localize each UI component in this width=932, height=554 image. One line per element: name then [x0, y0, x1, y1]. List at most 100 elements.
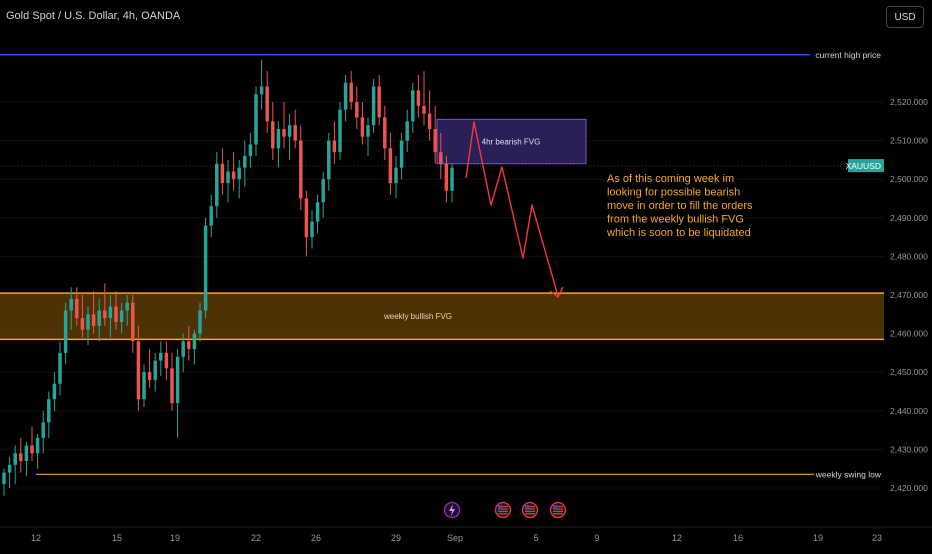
candle[interactable]: [86, 306, 90, 346]
candle[interactable]: [69, 287, 73, 330]
candle[interactable]: [7, 457, 12, 488]
candle[interactable]: [170, 352, 174, 411]
candle[interactable]: [2, 468, 6, 496]
candle[interactable]: [47, 391, 51, 438]
candle[interactable]: [125, 295, 129, 326]
candle[interactable]: [198, 302, 202, 342]
candle[interactable]: [58, 341, 62, 396]
candle[interactable]: [349, 71, 353, 110]
candle[interactable]: [254, 86, 258, 157]
candle[interactable]: [164, 341, 169, 380]
candle[interactable]: [243, 140, 247, 187]
candle[interactable]: [153, 352, 157, 392]
candle[interactable]: [327, 132, 331, 191]
candle[interactable]: [321, 171, 325, 218]
candle[interactable]: [35, 433, 40, 469]
candle[interactable]: [181, 333, 185, 373]
candle[interactable]: [450, 163, 454, 203]
candle[interactable]: [315, 194, 320, 234]
candle[interactable]: [175, 349, 180, 438]
candle[interactable]: [427, 90, 432, 141]
candle[interactable]: [237, 159, 241, 199]
candle[interactable]: [103, 283, 107, 326]
candle[interactable]: [399, 132, 404, 180]
candle[interactable]: [371, 78, 376, 133]
price-axis[interactable]: 2,420.000 2,430.000 2,440.000 2,450.000 2,46…: [884, 0, 932, 528]
candle[interactable]: [203, 217, 208, 319]
candle[interactable]: [293, 109, 297, 149]
currency-button[interactable]: USD: [886, 6, 924, 28]
candle-body: [108, 306, 113, 319]
candle[interactable]: [231, 152, 236, 191]
candle[interactable]: [24, 441, 29, 477]
candle[interactable]: [131, 295, 135, 353]
candle[interactable]: [220, 148, 225, 195]
candle[interactable]: [97, 298, 101, 342]
us-flag-icon[interactable]: [549, 501, 567, 519]
candle-body: [19, 453, 23, 461]
candle[interactable]: [282, 102, 286, 149]
candle[interactable]: [310, 210, 314, 249]
candle[interactable]: [136, 325, 141, 411]
candle[interactable]: [119, 302, 124, 334]
candle[interactable]: [108, 295, 113, 338]
candle[interactable]: [52, 372, 57, 411]
candle[interactable]: [114, 291, 118, 330]
candle[interactable]: [388, 132, 393, 195]
candle[interactable]: [226, 159, 230, 203]
flag-canton: [553, 505, 558, 509]
candle[interactable]: [30, 426, 34, 461]
candle[interactable]: [19, 437, 23, 473]
candle[interactable]: [299, 125, 303, 211]
candle[interactable]: [265, 71, 269, 133]
candle[interactable]: [63, 302, 68, 365]
candle[interactable]: [276, 121, 281, 168]
candle[interactable]: [338, 102, 342, 160]
candle[interactable]: [411, 82, 415, 133]
candle[interactable]: [422, 71, 426, 126]
time-axis[interactable]: 12 15 19 22 26 29 Sep 5 9 12 16 19 23: [0, 526, 932, 543]
us-flag-icon[interactable]: [521, 501, 539, 519]
candle[interactable]: [248, 132, 253, 168]
candle[interactable]: [192, 329, 197, 365]
candle-body: [416, 90, 421, 106]
candle[interactable]: [377, 74, 381, 126]
candle[interactable]: [75, 287, 79, 326]
candle[interactable]: [159, 341, 163, 377]
candle[interactable]: [187, 325, 191, 361]
candle[interactable]: [271, 102, 275, 160]
candle[interactable]: [332, 121, 337, 164]
candle[interactable]: [405, 109, 409, 153]
candle-body: [7, 464, 12, 473]
candle[interactable]: [433, 105, 437, 164]
candle[interactable]: [366, 117, 370, 157]
candle[interactable]: [13, 445, 17, 485]
candle[interactable]: [259, 59, 264, 110]
candle[interactable]: [147, 349, 152, 388]
candles[interactable]: [2, 59, 454, 496]
event-icons[interactable]: [443, 501, 567, 519]
us-flag-icon[interactable]: [494, 501, 512, 519]
candle[interactable]: [215, 152, 219, 218]
candle[interactable]: [142, 364, 146, 407]
candle[interactable]: [304, 190, 309, 257]
candle[interactable]: [444, 156, 449, 203]
candle[interactable]: [41, 410, 45, 454]
candle[interactable]: [355, 86, 359, 130]
candle[interactable]: [91, 291, 96, 334]
candle[interactable]: [209, 194, 213, 238]
candle[interactable]: [343, 74, 348, 122]
candle[interactable]: [80, 295, 85, 338]
candle[interactable]: [416, 74, 421, 118]
candle-body: [131, 302, 135, 342]
candle[interactable]: [287, 113, 292, 160]
candle[interactable]: [394, 156, 398, 199]
candle-body: [30, 445, 34, 454]
candle[interactable]: [439, 132, 443, 180]
candle[interactable]: [360, 102, 365, 145]
candle[interactable]: [383, 105, 387, 160]
candle-body: [91, 314, 96, 326]
lightning-icon[interactable]: [443, 501, 461, 519]
